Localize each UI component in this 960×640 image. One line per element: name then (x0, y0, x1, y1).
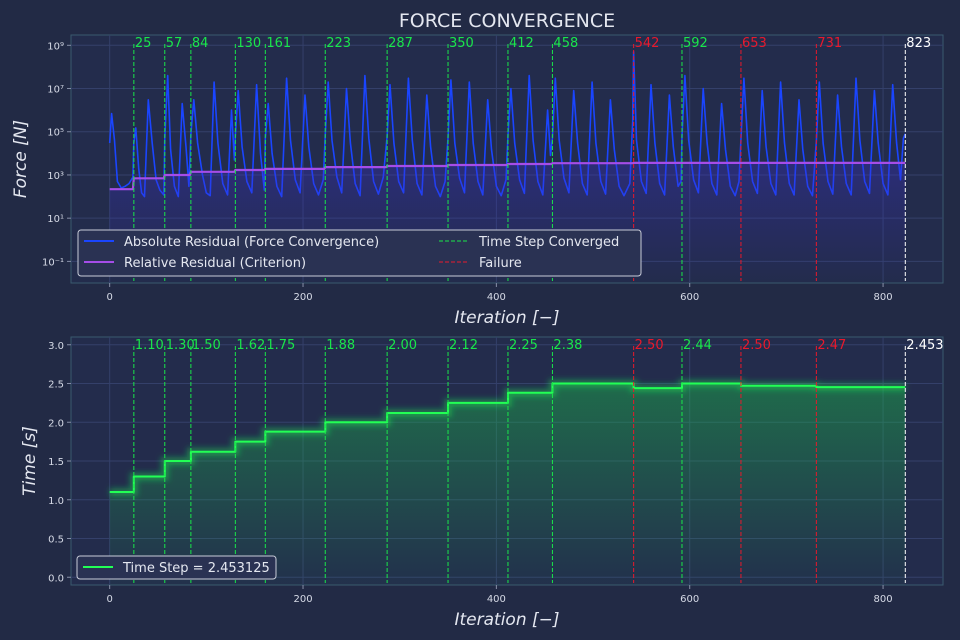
vline-label-converged: 161 (266, 36, 291, 51)
vline-label-converged: 592 (683, 36, 708, 51)
vline-label-converged: 2.25 (509, 338, 538, 353)
y-tick-label: 3.0 (48, 341, 64, 352)
vline-label-failure: 2.47 (817, 338, 846, 353)
y-axis-title: Time [s] (20, 426, 40, 496)
y-tick-label: 2.0 (48, 418, 64, 429)
x-axis-title: Iteration [−] (454, 610, 559, 630)
x-tick-label: 600 (680, 594, 699, 605)
legend-box (77, 229, 642, 277)
y-tick-label: 10⁵ (47, 128, 64, 139)
vline-label-converged: 1.62 (236, 338, 265, 353)
y-axis-title: Force [N] (11, 120, 31, 198)
vline-label-converged: 458 (553, 36, 578, 51)
y-tick-label: 10³ (47, 171, 64, 182)
y-tick-label: 10⁷ (47, 85, 64, 96)
x-tick-label: 0 (106, 292, 112, 303)
y-tick-label: 10⁹ (47, 41, 64, 52)
vline-label-converged: 1.88 (326, 338, 355, 353)
vline-label-converged: 1.30 (166, 338, 195, 353)
legend-label-time_step: Time Step = 2.453125 (122, 561, 270, 576)
vline-label-converged: 130 (236, 36, 261, 51)
y-tick-label: 10¹ (47, 214, 64, 225)
series-line-time_step (109, 382, 906, 493)
y-tick-label: 1.0 (48, 496, 64, 507)
force-residual-panel: 0 200 400 600 800 10⁻¹ 10¹ 10³ 10⁵ 10⁷ 10⁹ 25 57 84 13… (11, 34, 944, 328)
vline-label-converged: 1.10 (135, 338, 164, 353)
vline-label-converged: 25 (135, 36, 152, 51)
vline-label-converged: 84 (192, 36, 209, 51)
vline-label-converged: 1.75 (266, 338, 295, 353)
x-axis-title: Iteration [−] (454, 308, 559, 328)
vline-label-final: 823 (906, 36, 931, 51)
legend-label-converged: Time Step Converged (478, 235, 619, 250)
chart-title: FORCE CONVERGENCE (399, 10, 615, 32)
vline-label-converged: 2.12 (449, 338, 478, 353)
legend-label-criterion: Relative Residual (Criterion) (124, 256, 306, 271)
x-tick-label: 200 (293, 594, 312, 605)
legend-label-failure: Failure (479, 256, 522, 271)
y-tick-label: 0.5 (48, 535, 64, 546)
vline-label-converged: 2.44 (683, 338, 712, 353)
y-tick-label: 0.0 (48, 573, 64, 584)
vline-label-failure: 2.50 (635, 338, 664, 353)
vline-label-converged: 223 (326, 36, 351, 51)
y-tick-label: 2.5 (48, 380, 64, 391)
series-line-residual (108, 51, 907, 198)
legend-label-residual: Absolute Residual (Force Convergence) (124, 235, 379, 250)
x-tick-label: 200 (293, 292, 312, 303)
x-tick-label: 800 (874, 292, 893, 303)
vline-label-failure: 2.50 (742, 338, 771, 353)
x-tick-label: 0 (106, 594, 112, 605)
vline-label-converged: 412 (509, 36, 534, 51)
vline-label-converged: 57 (166, 36, 183, 51)
y-tick-label: 10⁻¹ (42, 257, 64, 268)
vline-label-converged: 287 (388, 36, 413, 51)
vline-label-failure: 542 (635, 36, 660, 51)
vline-label-failure: 731 (817, 36, 842, 51)
vline-label-final: 2.453 (906, 338, 943, 353)
x-tick-label: 600 (680, 292, 699, 303)
y-tick-label: 1.5 (48, 457, 64, 468)
vline-label-converged: 350 (449, 36, 474, 51)
legend-box (76, 555, 277, 580)
x-tick-label: 400 (487, 292, 506, 303)
vline-label-failure: 653 (742, 36, 767, 51)
vline-label-converged: 2.00 (388, 338, 417, 353)
vline-label-converged: 1.50 (192, 338, 221, 353)
x-tick-label: 400 (487, 594, 506, 605)
vline-label-converged: 2.38 (553, 338, 582, 353)
x-tick-label: 800 (874, 594, 893, 605)
